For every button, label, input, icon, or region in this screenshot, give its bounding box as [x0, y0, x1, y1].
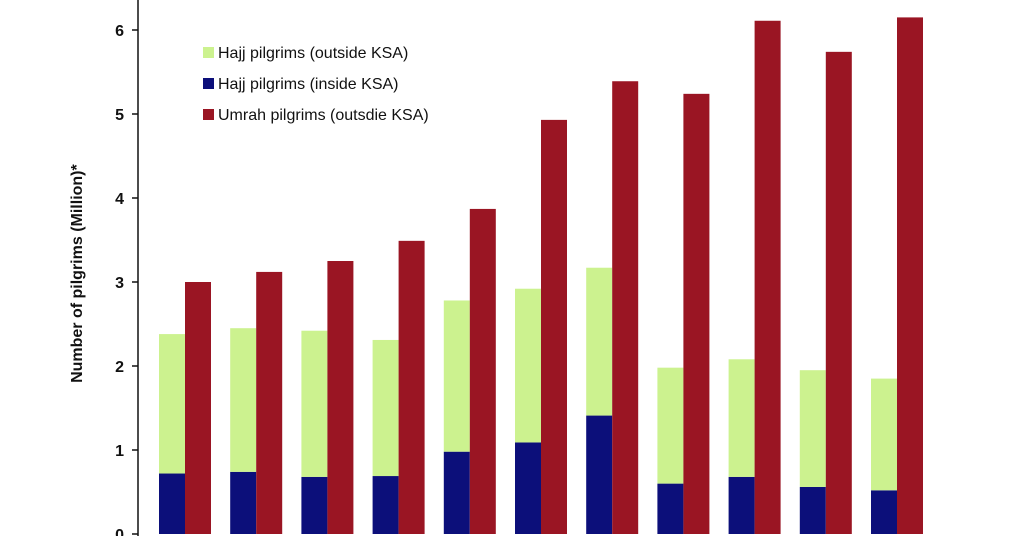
bar-umrah-outside-ksa	[754, 20, 781, 534]
bar-umrah-outside-ksa	[897, 17, 923, 534]
bar-hajj-inside-ksa	[799, 486, 826, 534]
bar-hajj-outside-ksa	[871, 378, 897, 491]
y-tick-label: 4	[115, 191, 124, 208]
bar-hajj-inside-ksa	[301, 476, 328, 534]
legend-swatch	[203, 78, 214, 89]
legend-label: Hajj pilgrims (inside KSA)	[218, 76, 399, 93]
y-tick-label: 1	[115, 443, 124, 460]
bar-umrah-outside-ksa	[469, 208, 496, 535]
bar-hajj-outside-ksa	[230, 328, 257, 472]
bar-hajj-outside-ksa	[586, 267, 613, 416]
bar-hajj-inside-ksa	[443, 451, 470, 534]
bar-hajj-inside-ksa	[586, 415, 613, 534]
bar-hajj-inside-ksa	[159, 473, 185, 534]
y-tick-label: 0	[115, 527, 124, 536]
bar-hajj-outside-ksa	[657, 367, 684, 484]
bar-hajj-outside-ksa	[515, 288, 541, 443]
bar-hajj-inside-ksa	[515, 442, 541, 534]
bar-hajj-inside-ksa	[372, 476, 399, 534]
bar-hajj-outside-ksa	[301, 330, 328, 477]
legend-label: Umrah pilgrims (outsdie KSA)	[218, 107, 429, 124]
y-tick-label: 5	[115, 107, 124, 124]
bar-hajj-inside-ksa	[728, 476, 755, 534]
bar-umrah-outside-ksa	[327, 261, 354, 534]
bar-hajj-outside-ksa	[799, 370, 826, 487]
legend-swatch	[203, 47, 214, 58]
legend-label: Hajj pilgrims (outside KSA)	[218, 45, 408, 62]
bar-hajj-outside-ksa	[159, 334, 185, 474]
y-axis-ticks: 0 1 2 3 4 5 6	[115, 23, 138, 536]
y-axis-title: Number of pilgrims (Million)*	[69, 163, 86, 382]
bar-hajj-outside-ksa	[443, 300, 470, 452]
legend: Hajj pilgrims (outside KSA) Hajj pilgrims…	[203, 45, 429, 124]
y-tick-label: 6	[115, 23, 124, 40]
bar-umrah-outside-ksa	[683, 93, 710, 534]
bar-umrah-outside-ksa	[612, 81, 639, 535]
y-tick-label: 2	[115, 359, 124, 376]
bar-umrah-outside-ksa	[185, 282, 211, 534]
bars	[159, 17, 923, 535]
bar-umrah-outside-ksa	[825, 51, 852, 535]
bar-hajj-outside-ksa	[728, 359, 755, 477]
bar-umrah-outside-ksa	[541, 119, 567, 534]
bar-hajj-inside-ksa	[871, 490, 897, 534]
y-tick-label: 3	[115, 275, 124, 292]
bar-hajj-inside-ksa	[657, 483, 684, 534]
bar-hajj-outside-ksa	[372, 339, 399, 477]
legend-swatch	[203, 109, 214, 120]
bar-umrah-outside-ksa	[256, 271, 283, 534]
bar-umrah-outside-ksa	[398, 240, 425, 534]
bar-hajj-inside-ksa	[230, 471, 257, 534]
